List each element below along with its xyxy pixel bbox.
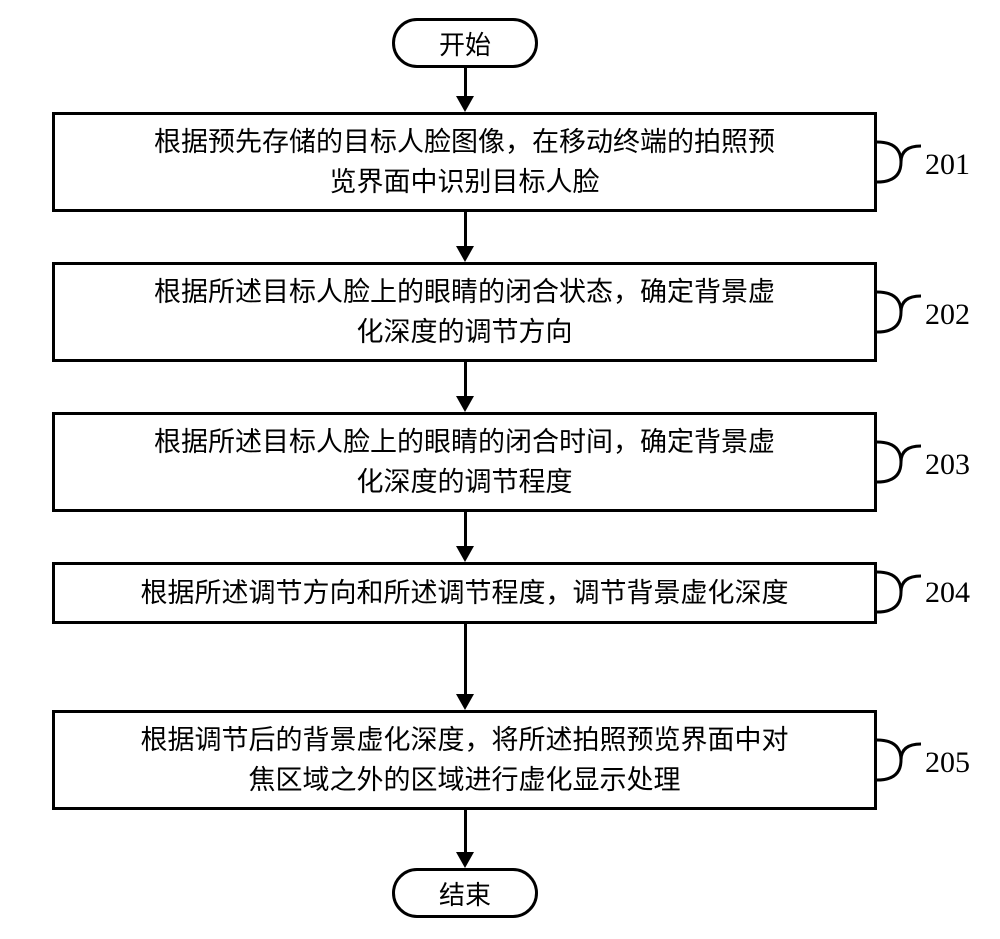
end-label: 结束 (439, 875, 491, 912)
step-label-205: 205 (925, 746, 970, 780)
connector-curve (877, 440, 925, 484)
process-text: 根据所述目标人脸上的眼睛的闭合状态，确定背景虚 化深度的调节方向 (154, 272, 775, 353)
process-step-202: 根据所述目标人脸上的眼睛的闭合状态，确定背景虚 化深度的调节方向 (52, 262, 877, 362)
arrow-head (456, 852, 474, 868)
process-text: 根据调节后的背景虚化深度，将所述拍照预览界面中对 焦区域之外的区域进行虚化显示处… (141, 720, 789, 801)
arrow-head (456, 246, 474, 262)
flowchart-container: 开始 根据预先存储的目标人脸图像，在移动终端的拍照预 览界面中识别目标人脸 20… (0, 0, 1000, 939)
arrow-head (456, 694, 474, 710)
arrow-line (464, 512, 467, 546)
connector-curve (877, 738, 925, 782)
step-label-202: 202 (925, 298, 970, 332)
step-label-203: 203 (925, 448, 970, 482)
process-step-205: 根据调节后的背景虚化深度，将所述拍照预览界面中对 焦区域之外的区域进行虚化显示处… (52, 710, 877, 810)
end-terminator: 结束 (392, 868, 538, 918)
arrow-line (464, 810, 467, 852)
arrow-head (456, 396, 474, 412)
arrow-line (464, 212, 467, 246)
connector-curve (877, 290, 925, 334)
process-text: 根据所述目标人脸上的眼睛的闭合时间，确定背景虚 化深度的调节程度 (154, 422, 775, 503)
arrow-line (464, 68, 467, 96)
step-label-204: 204 (925, 576, 970, 610)
step-label-201: 201 (925, 148, 970, 182)
connector-curve (877, 140, 925, 184)
start-terminator: 开始 (392, 18, 538, 68)
start-label: 开始 (439, 25, 491, 62)
process-text: 根据预先存储的目标人脸图像，在移动终端的拍照预 览界面中识别目标人脸 (154, 122, 775, 203)
process-step-201: 根据预先存储的目标人脸图像，在移动终端的拍照预 览界面中识别目标人脸 (52, 112, 877, 212)
arrow-head (456, 546, 474, 562)
arrow-line (464, 362, 467, 396)
process-text: 根据所述调节方向和所述调节程度，调节背景虚化深度 (141, 573, 789, 614)
arrow-head (456, 96, 474, 112)
connector-curve (877, 570, 925, 614)
arrow-line (464, 624, 467, 694)
process-step-204: 根据所述调节方向和所述调节程度，调节背景虚化深度 (52, 562, 877, 624)
process-step-203: 根据所述目标人脸上的眼睛的闭合时间，确定背景虚 化深度的调节程度 (52, 412, 877, 512)
